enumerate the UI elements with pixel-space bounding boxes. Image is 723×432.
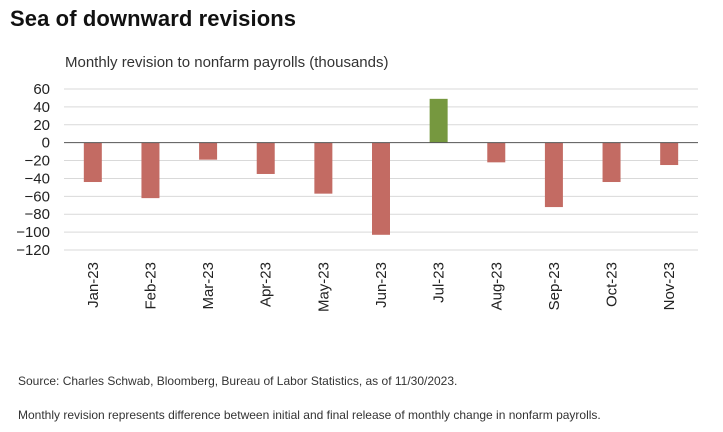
bar-nov-23 — [660, 142, 679, 166]
x-tick-label: Nov-23 — [661, 262, 678, 310]
y-tick-label: −80 — [25, 206, 50, 223]
x-tick-label: Jul-23 — [431, 262, 448, 303]
chart-subtitle: Monthly revision to nonfarm payrolls (th… — [65, 54, 389, 71]
x-tick-label: May-23 — [315, 262, 332, 312]
x-tick-label: Feb-23 — [142, 262, 159, 310]
y-tick-label: −120 — [16, 242, 50, 259]
bar-sep-23 — [544, 142, 563, 208]
bar-jan-23 — [83, 142, 102, 183]
source-note: Source: Charles Schwab, Bloomberg, Burea… — [18, 374, 458, 388]
y-tick-label: 20 — [33, 117, 50, 134]
x-tick-label: Apr-23 — [258, 262, 275, 307]
y-tick-label: −100 — [16, 224, 50, 241]
y-tick-label: −40 — [25, 170, 50, 187]
bar-apr-23 — [256, 142, 275, 174]
bar-oct-23 — [602, 142, 621, 183]
x-tick-label: Jun-23 — [373, 262, 390, 308]
x-tick-label: Mar-23 — [200, 262, 217, 310]
x-axis-ticks: Jan-23 Feb-23 Mar-23 Apr-23 May-23 Jun-23 Jul-… — [85, 262, 678, 312]
definition-note: Monthly revision represents difference b… — [18, 408, 601, 422]
x-tick-label: Jan-23 — [85, 262, 102, 308]
bar-feb-23 — [141, 142, 160, 199]
y-tick-label: 60 — [33, 81, 50, 98]
bars — [83, 98, 679, 235]
bar-mar-23 — [199, 142, 218, 160]
chart-title: Sea of downward revisions — [10, 6, 297, 31]
x-tick-label: Aug-23 — [488, 262, 505, 310]
y-tick-label: 40 — [33, 99, 50, 116]
x-tick-label: Oct-23 — [604, 262, 621, 307]
bar-aug-23 — [487, 142, 506, 163]
y-tick-label: −60 — [25, 188, 50, 205]
bar-jun-23 — [372, 142, 390, 235]
bar-may-23 — [314, 142, 333, 194]
x-tick-label: Sep-23 — [546, 262, 563, 310]
y-tick-label: −20 — [25, 153, 50, 170]
y-tick-label: 0 — [42, 135, 50, 152]
bar-jul-23 — [429, 98, 448, 143]
